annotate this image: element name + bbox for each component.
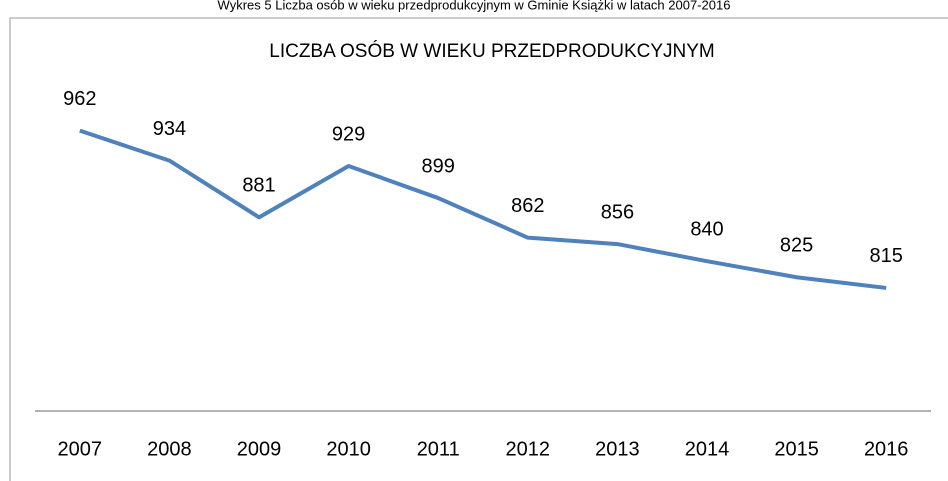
x-tick-label: 2010 <box>326 438 371 460</box>
chart-border <box>9 17 948 481</box>
x-tick-label: 2016 <box>864 438 909 460</box>
x-tick-label: 2012 <box>506 438 551 460</box>
x-tick-label: 2007 <box>58 438 103 460</box>
data-label: 840 <box>690 218 723 240</box>
x-tick-label: 2008 <box>147 438 192 460</box>
data-label: 934 <box>153 118 186 140</box>
data-label: 899 <box>422 155 455 177</box>
line <box>79 128 887 290</box>
data-label: 881 <box>242 175 275 197</box>
x-tick-label: 2011 <box>417 438 460 460</box>
x-tick-label: 2015 <box>774 438 819 460</box>
data-label: 856 <box>601 201 634 223</box>
data-label: 862 <box>511 195 544 217</box>
data-label: 825 <box>780 235 813 257</box>
data-label: 929 <box>332 123 365 145</box>
data-label: 962 <box>63 88 96 110</box>
x-tick-label: 2013 <box>595 438 640 460</box>
chart-title: LICZBA OSÓB W WIEKU PRZEDPRODUKCYJNYM <box>269 40 715 62</box>
caption: Wykres 5 Liczba osób w wieku przedproduk… <box>218 0 731 12</box>
x-tick-label: 2014 <box>685 438 730 460</box>
data-label: 815 <box>870 245 903 267</box>
x-tick-label: 2009 <box>237 438 282 460</box>
